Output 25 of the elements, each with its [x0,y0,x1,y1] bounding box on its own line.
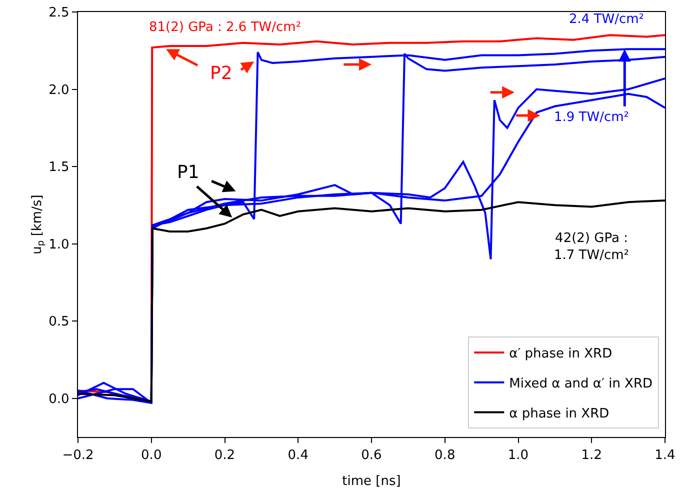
x-tick-label: 0.2 [214,448,236,463]
legend-label: α′ phase in XRD [509,346,612,362]
x-tick-label: 0.8 [434,448,456,463]
annotation: P1 [177,162,200,183]
annotation: 81(2) GPa : 2.6 TW/cm² [149,20,302,35]
y-tick-label: 0.5 [48,314,70,330]
y-tick-label: 1.5 [48,160,70,176]
x-tick-label: 1.0 [508,448,529,463]
annotation: 42(2) GPa : 1.7 TW/cm² [554,231,630,263]
x-tick-label: −0.2 [62,448,94,463]
y-tick-label: 2.5 [48,6,70,21]
x-tick-label: 0.0 [141,448,162,463]
x-tick-label: 1.2 [581,448,602,463]
x-axis-title: time [ns] [342,474,401,489]
x-tick-label: 0.4 [288,448,308,463]
x-tick-label: 0.6 [361,448,382,463]
legend-label: Mixed α and α′ in XRD [509,376,653,392]
y-tick-label: 2.0 [48,82,70,98]
annotation: 1.9 TW/cm² [554,110,630,125]
legend-label: α phase in XRD [509,406,610,422]
y-tick-label: 1.0 [48,237,70,252]
annotation: P2 [210,63,232,84]
y-tick-label: 0.0 [48,392,70,407]
x-tick-label: 1.4 [654,448,676,463]
annotation: 2.4 TW/cm² [569,12,644,27]
